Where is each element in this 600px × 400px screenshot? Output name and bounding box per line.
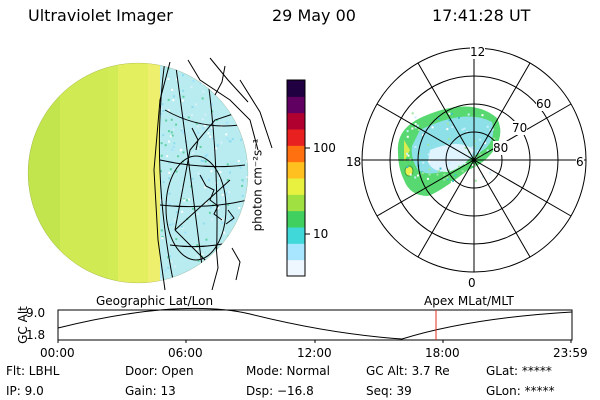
colorbar-tick-10: 10 <box>313 227 329 241</box>
projection-label-geographic: Geographic Lat/Lon <box>96 294 214 308</box>
altitude-tick-9: 9.0 <box>26 306 46 320</box>
footer-glat: GLat: ***** <box>486 364 552 378</box>
footer-mode: Mode: Normal <box>246 364 330 378</box>
colorbar-band <box>287 178 305 195</box>
colorbar-band <box>287 96 305 114</box>
mlt-label-0: 0 <box>468 276 476 290</box>
mlt-label-12: 12 <box>470 45 486 59</box>
geographic-image <box>27 57 273 291</box>
colorbar-band <box>287 210 305 228</box>
footer-door: Door: Open <box>125 364 194 378</box>
date-label: 29 May 00 <box>272 6 356 25</box>
colorbar-band <box>287 161 305 179</box>
footer-glon: GLon: ***** <box>486 384 555 398</box>
altitude-tick-1-8: 1.8 <box>26 328 46 342</box>
footer-dsp: Dsp: −16.8 <box>246 384 314 398</box>
polar-plot <box>361 47 587 273</box>
footer-gain: Gain: 13 <box>125 384 176 398</box>
altitude-plot <box>57 307 573 343</box>
mlt-label-6: 6 <box>576 155 584 169</box>
time-label: 17:41:28 UT <box>432 6 531 25</box>
colorbar-band <box>287 112 305 130</box>
footer-gc-alt: GC Alt: 3.7 Re <box>366 364 450 378</box>
lat-label-80: 80 <box>493 141 509 155</box>
colorbar-band <box>287 243 305 261</box>
colorbar-band <box>287 194 305 212</box>
colorbar-unit-label: photon cm⁻²s⁻¹ <box>250 138 265 232</box>
time-tick-0000: 00:00 <box>40 346 75 360</box>
colorbar-band <box>287 227 305 244</box>
time-tick-2359: 23:59 <box>553 346 588 360</box>
colorbar-band <box>287 145 305 163</box>
colorbar-band <box>287 129 305 146</box>
footer-ip: IP: 9.0 <box>6 384 44 398</box>
colorbar-band <box>287 80 305 97</box>
colorbar-tick-100: 100 <box>313 141 336 155</box>
projection-label-apex: Apex MLat/MLT <box>424 294 514 308</box>
time-tick-1200: 12:00 <box>297 346 332 360</box>
colorbar-band <box>287 259 305 277</box>
color-scale-bar <box>286 79 310 277</box>
footer-seq: Seq: 39 <box>366 384 412 398</box>
lat-label-60: 60 <box>536 97 552 111</box>
instrument-title: Ultraviolet Imager <box>28 6 173 25</box>
time-tick-0600: 06:00 <box>168 346 203 360</box>
lat-label-70: 70 <box>512 121 528 135</box>
time-tick-1800: 18:00 <box>425 346 460 360</box>
footer-filter: Flt: LBHL <box>6 364 60 378</box>
mlt-label-18: 18 <box>346 155 362 169</box>
